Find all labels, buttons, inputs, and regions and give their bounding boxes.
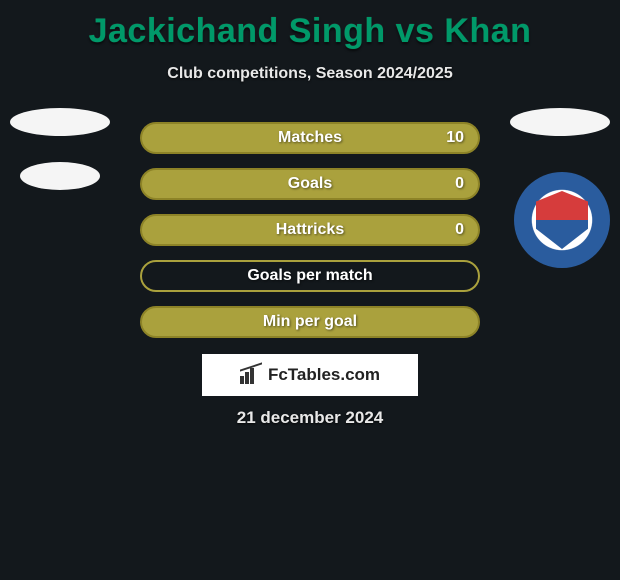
stat-label: Goals per match	[247, 267, 372, 285]
date-text: 21 december 2024	[0, 408, 620, 428]
stat-bar: Hattricks 0	[140, 214, 480, 246]
stat-right-value: 10	[446, 129, 464, 147]
stat-right-value: 0	[455, 221, 464, 239]
club-badge	[514, 172, 610, 268]
brand-text: FcTables.com	[268, 365, 380, 385]
brand-box: FcTables.com	[202, 354, 418, 396]
player-left-avatar	[10, 108, 110, 208]
brand-chart-icon	[240, 366, 262, 384]
stat-bar: Matches 10	[140, 122, 480, 154]
stat-label: Hattricks	[276, 221, 344, 239]
page-title: Jackichand Singh vs Khan	[0, 0, 620, 51]
comparison-bars: Matches 10 Goals 0 Hattricks 0 Goals per match…	[140, 122, 480, 352]
avatar-placeholder-shape	[20, 162, 100, 190]
stat-label: Matches	[278, 129, 342, 147]
stat-bar: Goals per match	[140, 260, 480, 292]
stat-bar: Goals 0	[140, 168, 480, 200]
avatar-placeholder-shape	[510, 108, 610, 136]
stat-bar: Min per goal	[140, 306, 480, 338]
subtitle: Club competitions, Season 2024/2025	[0, 65, 620, 83]
club-badge-shield	[536, 191, 588, 249]
stat-label: Min per goal	[263, 313, 357, 331]
avatar-placeholder-shape	[10, 108, 110, 136]
stat-label: Goals	[288, 175, 332, 193]
stat-right-value: 0	[455, 175, 464, 193]
